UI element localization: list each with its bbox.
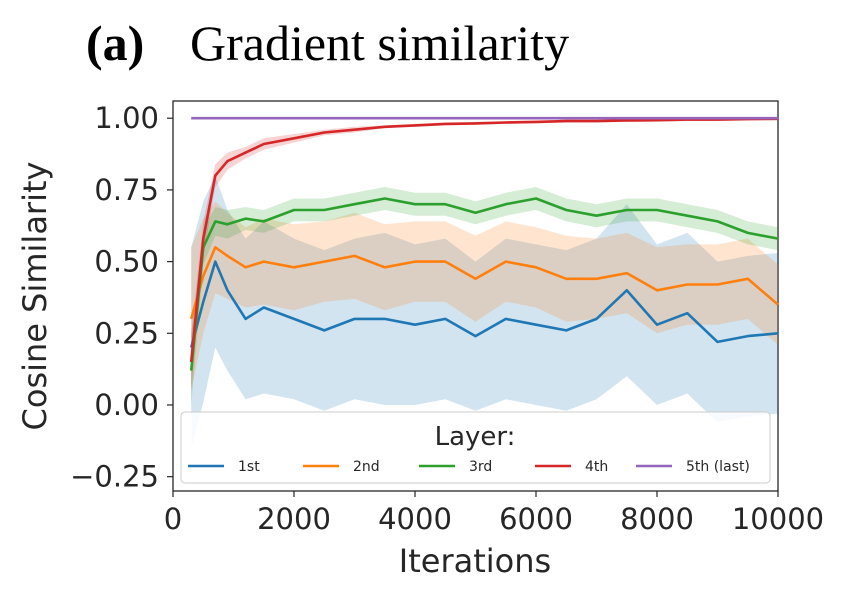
x-tick-label: 0 bbox=[164, 502, 182, 536]
x-tick-label: 8000 bbox=[620, 502, 694, 536]
legend-title: Layer: bbox=[435, 422, 516, 452]
chart-title: Gradient similarity bbox=[190, 15, 569, 71]
y-axis-label: Cosine Similarity bbox=[16, 162, 54, 431]
legend-label-3rd: 3rd bbox=[469, 459, 492, 475]
y-tick-label: 0.25 bbox=[94, 316, 159, 350]
legend: Layer: 1st 2nd 3rd 4th 5th (last) bbox=[181, 412, 770, 483]
x-axis-label: Iterations bbox=[399, 542, 551, 580]
x-tick-label: 2000 bbox=[257, 502, 331, 536]
x-axis-ticks: 0 2000 4000 6000 8000 10000 bbox=[164, 491, 824, 536]
legend-label-2nd: 2nd bbox=[353, 459, 380, 475]
y-tick-label: 0.75 bbox=[94, 173, 159, 207]
legend-label-4th: 4th bbox=[585, 459, 608, 475]
x-tick-label: 4000 bbox=[378, 502, 452, 536]
y-tick-label: −0.25 bbox=[70, 460, 159, 494]
y-tick-label: 0.50 bbox=[94, 245, 159, 279]
panel-label: (a) bbox=[86, 15, 144, 71]
x-tick-label: 6000 bbox=[499, 502, 573, 536]
y-tick-label: 0.00 bbox=[94, 388, 159, 422]
legend-label-5th-last: 5th (last) bbox=[686, 459, 750, 475]
y-tick-label: 1.00 bbox=[94, 101, 159, 135]
x-tick-label: 10000 bbox=[732, 502, 824, 536]
y-axis-ticks: −0.25 0.00 0.25 0.50 0.75 1.00 bbox=[70, 101, 173, 493]
legend-label-1st: 1st bbox=[238, 459, 260, 475]
